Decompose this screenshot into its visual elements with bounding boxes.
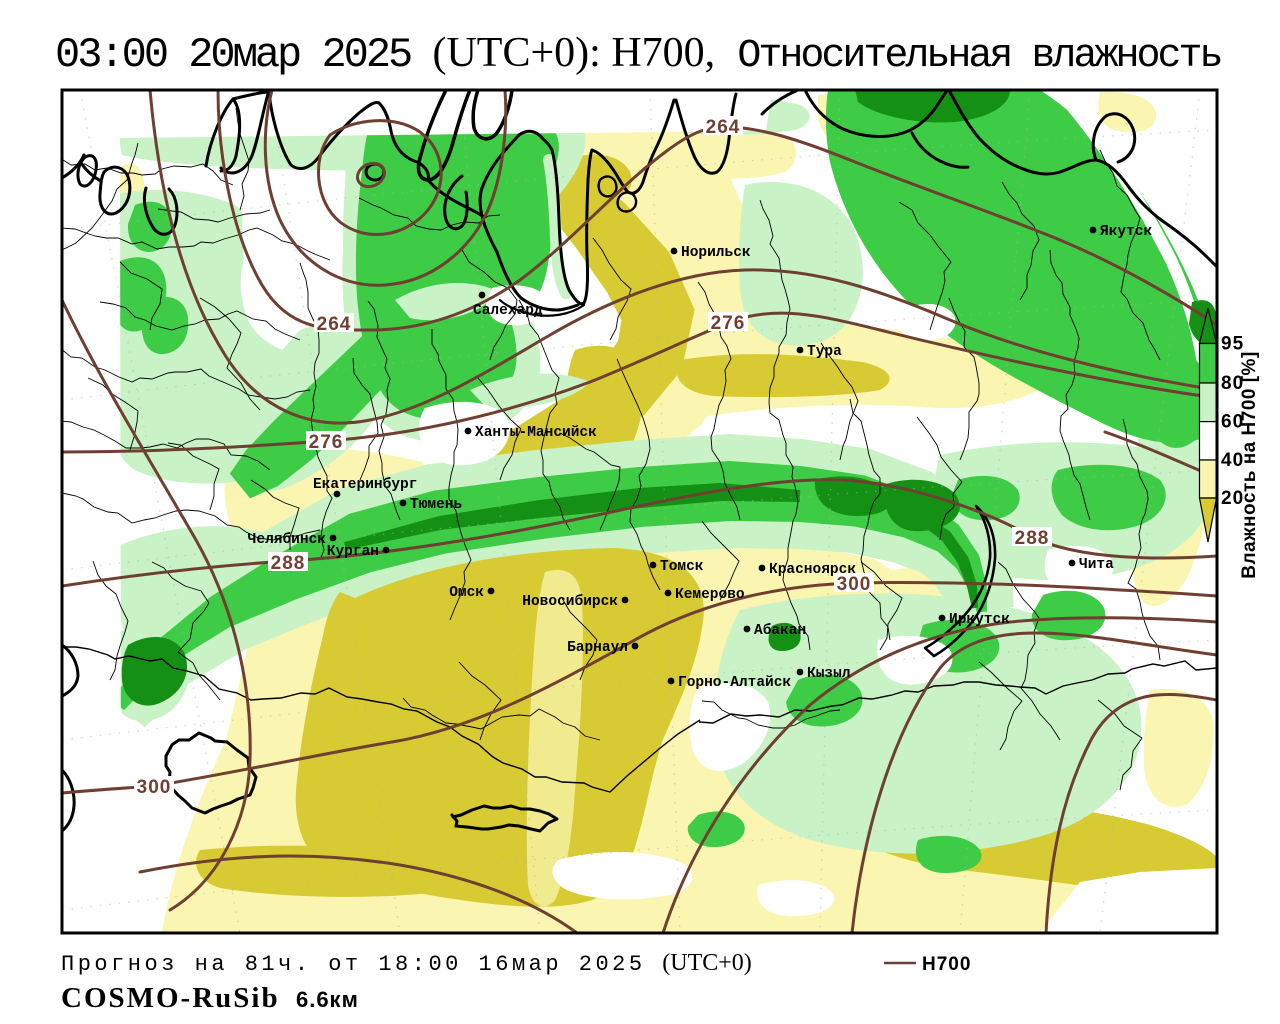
svg-text:Тюмень: Тюмень bbox=[410, 497, 463, 513]
svg-text:Екатеринбург: Екатеринбург bbox=[313, 477, 417, 493]
svg-text:Якутск: Якутск bbox=[1100, 224, 1153, 240]
svg-text:Омск: Омск bbox=[449, 585, 484, 601]
svg-text:Кемерово: Кемерово bbox=[675, 587, 745, 603]
svg-text:Кызыл: Кызыл bbox=[807, 666, 851, 682]
svg-text:Курган: Курган bbox=[327, 544, 379, 560]
svg-text:95: 95 bbox=[1221, 334, 1244, 355]
svg-text:Новосибирск: Новосибирск bbox=[522, 594, 618, 610]
svg-text:80: 80 bbox=[1221, 373, 1244, 394]
svg-text:Салехард: Салехард bbox=[473, 303, 543, 319]
svg-text:Горно-Алтайск: Горно-Алтайск bbox=[678, 675, 791, 691]
svg-text:20: 20 bbox=[1221, 488, 1244, 509]
svg-text:264: 264 bbox=[317, 314, 352, 335]
svg-text:288: 288 bbox=[1015, 528, 1050, 549]
svg-text:Иркутск: Иркутск bbox=[949, 612, 1010, 628]
svg-text:288: 288 bbox=[271, 553, 306, 574]
svg-text:Барнаул: Барнаул bbox=[567, 640, 628, 656]
svg-text:300: 300 bbox=[837, 574, 872, 595]
svg-text:Влажность на H700 [%]: Влажность на H700 [%] bbox=[1239, 351, 1260, 579]
svg-text:Абакан: Абакан bbox=[754, 623, 806, 639]
svg-text:300: 300 bbox=[137, 777, 172, 798]
svg-text:276: 276 bbox=[309, 432, 344, 453]
svg-text:276: 276 bbox=[711, 313, 746, 334]
svg-text:Ханты-Мансийск: Ханты-Мансийск bbox=[475, 425, 597, 441]
svg-text:Чита: Чита bbox=[1079, 557, 1114, 573]
svg-text:H700: H700 bbox=[922, 954, 971, 975]
svg-text:Красноярск: Красноярск bbox=[769, 562, 856, 578]
svg-text:Норильск: Норильск bbox=[681, 245, 751, 261]
svg-text:Томск: Томск bbox=[660, 559, 704, 575]
svg-text:Тура: Тура bbox=[807, 344, 842, 360]
svg-text:Челябинск: Челябинск bbox=[248, 532, 327, 548]
svg-text:264: 264 bbox=[706, 117, 741, 138]
svg-text:60: 60 bbox=[1221, 412, 1244, 433]
svg-text:40: 40 bbox=[1221, 450, 1244, 471]
